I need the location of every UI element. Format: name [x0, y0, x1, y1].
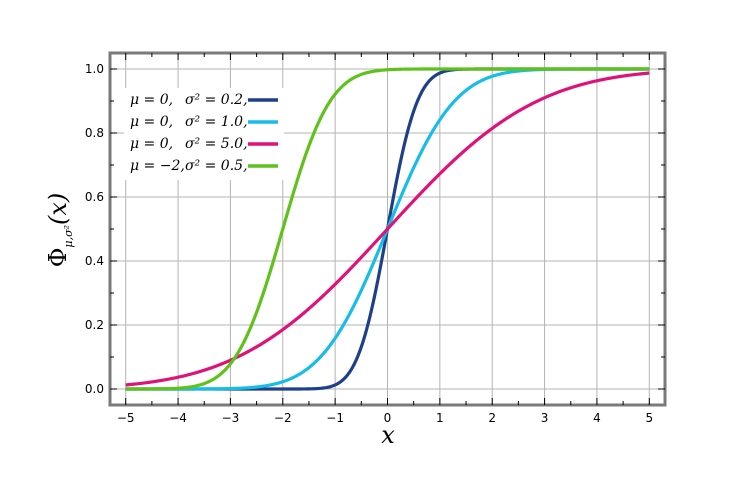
y-tick-label: 0.8: [85, 126, 104, 140]
legend-mu-label: μ = 0,: [130, 114, 173, 130]
legend-sigma-label: σ² = 0.5,: [185, 158, 248, 174]
legend-sigma-label: σ² = 0.2,: [185, 92, 248, 108]
y-tick-label: 0.6: [85, 190, 104, 204]
x-tick-label: 0: [384, 411, 392, 425]
y-tick-label: 0.4: [85, 254, 104, 268]
y-axis-title: Φμ,σ²(x): [44, 193, 75, 268]
legend-mu-label: μ = −2,: [130, 158, 185, 174]
legend-sigma-label: σ² = 5.0,: [185, 136, 248, 152]
legend: μ = 0, σ² = 0.2, μ = 0, σ² = 1.0, μ = 0, σ² =…: [124, 88, 284, 180]
x-tick-label: −5: [117, 411, 135, 425]
x-tick-label: 5: [645, 411, 653, 425]
x-tick-label: −3: [222, 411, 240, 425]
x-tick-label: 1: [436, 411, 444, 425]
legend-mu-label: μ = 0,: [130, 92, 173, 108]
y-tick-label: 0.2: [85, 318, 104, 332]
y-tick-label: 0.0: [85, 382, 104, 396]
x-tick-label: −1: [326, 411, 344, 425]
x-tick-label: 4: [593, 411, 601, 425]
y-axis-title-sub: μ,σ²: [62, 225, 75, 248]
ticks: [110, 53, 665, 405]
y-axis-title-main: Φ: [44, 248, 72, 268]
series-line: [125, 67, 650, 391]
y-tick-labels: 0.0 0.2 0.4 0.6 0.8 1.0: [85, 62, 104, 396]
series-line: [125, 71, 650, 387]
x-tick-label: −2: [274, 411, 292, 425]
x-tick-label: −4: [169, 411, 187, 425]
x-tick-label: 2: [488, 411, 496, 425]
series-curves: [125, 67, 650, 391]
x-tick-label: 3: [541, 411, 549, 425]
legend-sigma-label: σ² = 1.0,: [185, 114, 248, 130]
y-axis-title-arg: (x): [44, 193, 72, 225]
x-tick-labels: −5 −4 −3 −2 −1 0 1 2 3 4 5: [117, 411, 653, 425]
legend-mu-label: μ = 0,: [130, 136, 173, 152]
y-tick-label: 1.0: [85, 62, 104, 76]
x-axis-title: x: [381, 421, 395, 449]
